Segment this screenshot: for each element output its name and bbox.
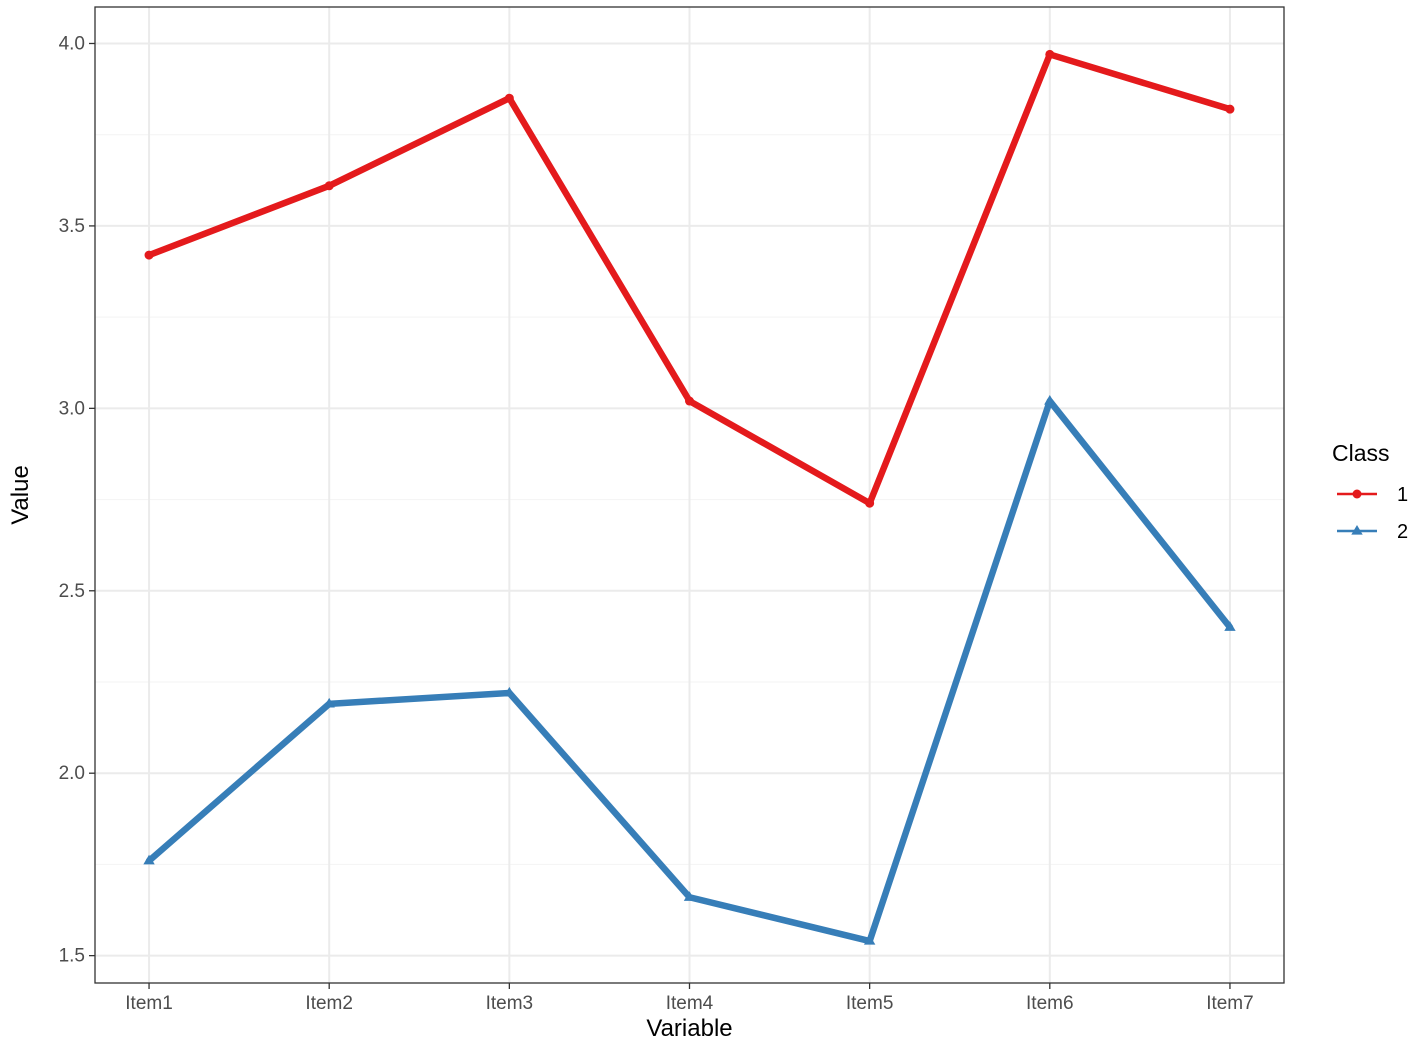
gridlines: [95, 7, 1284, 983]
y-tick-label: 1.5: [59, 946, 85, 967]
y-tick-label: 2.5: [59, 581, 85, 602]
y-tick-label: 3.0: [59, 398, 85, 419]
legend-key-marker: [1351, 525, 1363, 535]
data-point: [504, 93, 514, 103]
data-point: [323, 697, 335, 708]
data-point: [685, 396, 694, 406]
y-tick-label: 2.0: [59, 763, 85, 784]
data-point: [503, 686, 516, 697]
data-point: [144, 250, 154, 260]
x-tick-label: Item2: [305, 993, 353, 1014]
x-tick-label: Item6: [1026, 993, 1074, 1014]
axes: 1.5 2.0 2.5 3.0 3.5 4.0 Item1 Item2 Item3 Item4 It…: [59, 33, 1254, 1014]
data-point: [1225, 104, 1235, 114]
series-lines: [143, 49, 1236, 945]
y-tick-label: 4.0: [59, 33, 85, 54]
data-point: [683, 891, 696, 901]
data-point: [1044, 395, 1056, 405]
x-tick-label: Item7: [1206, 993, 1254, 1014]
legend: Class 12: [1332, 440, 1408, 543]
legend-label: 1: [1397, 484, 1408, 506]
x-tick-label: Item5: [846, 993, 894, 1014]
data-point: [324, 181, 334, 191]
legend-key-marker: [1352, 489, 1362, 499]
legend-label: 2: [1397, 521, 1408, 543]
x-axis-title: Variable: [646, 1015, 732, 1042]
x-tick-label: Item1: [125, 993, 173, 1014]
data-point: [865, 498, 875, 508]
legend-title: Class: [1332, 440, 1390, 466]
x-tick-label: Item4: [666, 993, 714, 1014]
y-tick-label: 3.5: [59, 216, 85, 237]
y-axis-title: Value: [7, 465, 34, 525]
data-point: [1045, 49, 1055, 59]
data-point: [143, 854, 155, 865]
legend-item-1: 1: [1337, 484, 1408, 506]
legend-item-2: 2: [1337, 521, 1408, 543]
legend-items: 12: [1337, 484, 1408, 543]
series-2: [143, 395, 1236, 945]
data-point: [1224, 621, 1236, 631]
data-point: [863, 935, 876, 945]
series-1: [144, 49, 1235, 508]
x-tick-label: Item3: [486, 993, 534, 1014]
